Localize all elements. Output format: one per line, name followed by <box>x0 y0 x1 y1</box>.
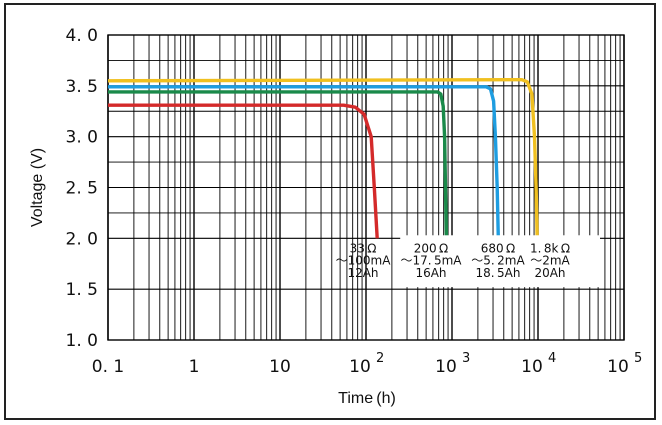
legend-capacity: 20Ah <box>534 266 565 280</box>
x-tick-exponent: 5 <box>634 351 642 366</box>
x-tick-label: 10 <box>521 357 543 377</box>
y-tick-label: 2. 5 <box>66 179 98 199</box>
legend-box <box>400 235 600 288</box>
legend-capacity: 12Ah <box>347 266 378 280</box>
legend-resistance: 1. 8k Ω <box>530 242 570 256</box>
y-tick-label: 3. 5 <box>66 77 98 97</box>
y-tick-label: 1. 5 <box>66 280 98 300</box>
x-tick-labels: 0. 1 1 10 10 2 10 3 10 4 10 5 <box>92 351 643 377</box>
y-axis-label: Voltage (V) <box>29 148 46 227</box>
y-tick-label: 1. 0 <box>66 331 98 351</box>
legend-current: ～100mA <box>336 254 392 268</box>
x-tick-label: 1 <box>189 357 200 377</box>
series-line-1: 33Ω ~100mA 12Ah <box>108 103 379 239</box>
legend-resistance: 680 Ω <box>481 242 515 256</box>
legend-resistance: 200 Ω <box>414 242 448 256</box>
legend-current: ～17. 5mA <box>400 254 462 268</box>
plot-border <box>107 34 625 341</box>
x-tick-label: 10 <box>435 357 457 377</box>
x-tick-exponent: 2 <box>376 351 384 366</box>
y-tick-labels: 1. 0 1. 5 2. 0 2. 5 3. 0 3. 5 4. 0 <box>66 26 98 351</box>
chart-frame <box>4 3 656 420</box>
y-tick-label: 4. 0 <box>66 26 98 46</box>
y-tick-label: 3. 0 <box>66 128 98 148</box>
series-line-4: 1.8kΩ ~2mA 20Ah <box>107 78 539 239</box>
x-tick-label: 0. 1 <box>92 357 124 377</box>
legend-capacity: 18. 5Ah <box>476 266 521 280</box>
legend-current: ～2mA <box>530 254 570 268</box>
x-axis-label: Time (h) <box>338 390 396 407</box>
x-tick-exponent: 3 <box>462 351 470 366</box>
x-tick-label: 10 <box>349 357 371 377</box>
x-tick-label: 10 <box>269 357 291 377</box>
legend-resistance: 33 Ω <box>350 242 377 256</box>
x-tick-label: 10 <box>607 357 629 377</box>
legend-current: ～5. 2mA <box>471 254 525 268</box>
legend-capacity: 16Ah <box>415 266 446 280</box>
y-tick-label: 2. 0 <box>66 229 98 249</box>
x-tick-exponent: 4 <box>548 351 556 366</box>
